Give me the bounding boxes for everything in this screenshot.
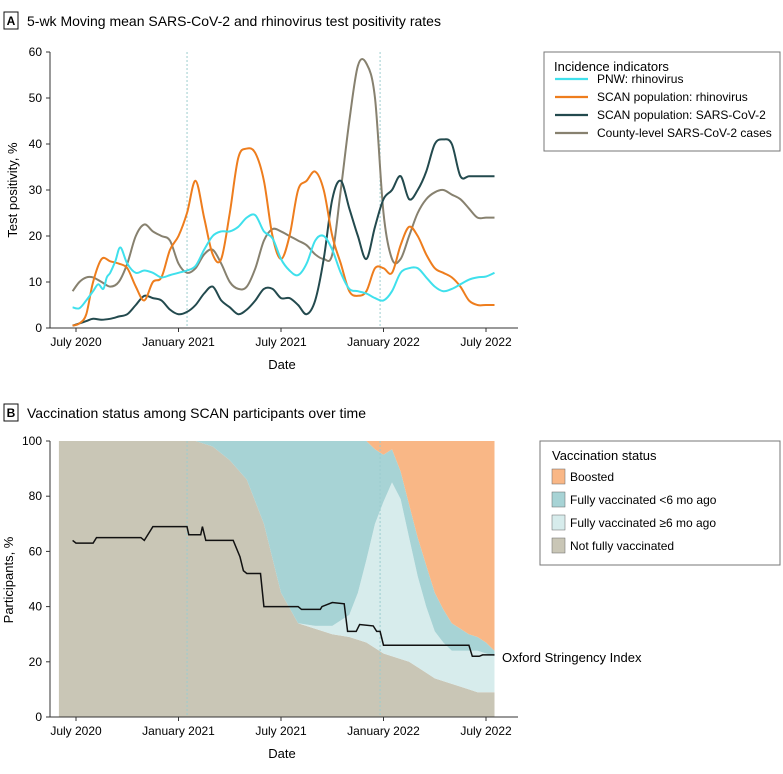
panel-b-x-axis: July 2020 January 2021 July 2021 January 20… bbox=[50, 716, 518, 738]
panel-a-legend: Incidence indicators PNW: rhinovirus SCAN… bbox=[543, 51, 781, 152]
panel-b-legend-label: Fully vaccinated ≥6 mo ago bbox=[570, 516, 716, 530]
panel-b-y-label: Participants, % bbox=[1, 536, 16, 623]
panel-b-x-tick-label: July 2021 bbox=[255, 724, 307, 738]
panel-b-reference-lines bbox=[186, 441, 381, 717]
panel-a-x-tick-label: January 2022 bbox=[347, 335, 420, 349]
panel-b-legend-swatch bbox=[551, 514, 566, 531]
panel-b-areas bbox=[58, 441, 495, 717]
panel-a-x-axis: July 2020 January 2021 July 2021 January 20… bbox=[50, 327, 518, 349]
panel-a-legend-label: PNW: rhinovirus bbox=[597, 72, 683, 86]
panel-a-y-axis: 0 10 20 30 40 50 60 bbox=[29, 45, 51, 335]
panel-a-series-line-1 bbox=[72, 213, 495, 310]
panel-a-label: A bbox=[7, 14, 16, 28]
panel-b-legend-label: Boosted bbox=[570, 470, 614, 484]
panel-b-legend-swatch bbox=[551, 468, 566, 485]
panel-a-legend-label: SCAN population: SARS-CoV-2 bbox=[597, 108, 766, 122]
panel-a-series bbox=[71, 58, 495, 327]
panel-a-y-tick-label: 50 bbox=[29, 91, 43, 105]
panel-a-title: 5-wk Moving mean SARS-CoV-2 and rhinovir… bbox=[27, 13, 441, 29]
panel-b-area-1 bbox=[58, 441, 495, 717]
panel-b-y-tick-label: 40 bbox=[29, 600, 43, 614]
panel-b-legend-swatch bbox=[551, 491, 566, 508]
panel-b-x-tick-label: July 2020 bbox=[50, 724, 102, 738]
panel-b-x-tick-label: January 2022 bbox=[347, 724, 420, 738]
panel-a-legend-label: SCAN population: rhinovirus bbox=[597, 90, 748, 104]
panel-b-label: B bbox=[7, 406, 16, 420]
panel-a-reference-lines bbox=[186, 52, 381, 328]
panel-b-legend-label: Fully vaccinated <6 mo ago bbox=[570, 493, 717, 507]
panel-a-y-tick-label: 60 bbox=[29, 45, 43, 59]
panel-a-y-tick-label: 0 bbox=[35, 321, 42, 335]
panel-a-x-tick-label: July 2022 bbox=[460, 335, 512, 349]
panel-b-legend-title: Vaccination status bbox=[552, 448, 657, 463]
panel-b-area-2 bbox=[58, 441, 495, 693]
panel-b-x-tick-label: January 2021 bbox=[142, 724, 215, 738]
panel-a-y-label: Test positivity, % bbox=[5, 142, 20, 238]
panel-a-x-tick-label: July 2021 bbox=[255, 335, 307, 349]
panel-a-y-tick-label: 30 bbox=[29, 183, 43, 197]
panel-b-y-tick-label: 0 bbox=[35, 710, 42, 724]
panel-a-series-line-3 bbox=[72, 138, 495, 327]
panel-a-label-box bbox=[3, 11, 19, 30]
panel-b-area-3 bbox=[58, 441, 495, 657]
panel-b-y-tick-label: 60 bbox=[29, 544, 43, 558]
panel-a-legend-title: Incidence indicators bbox=[554, 59, 669, 74]
panel-a-y-tick-label: 40 bbox=[29, 137, 43, 151]
panel-b-legend: Vaccination status Boosted Fully vaccinat… bbox=[539, 440, 781, 566]
panel-a-legend-box bbox=[543, 51, 781, 152]
panel-b-y-tick-label: 20 bbox=[29, 655, 43, 669]
panel-a-x-tick-label: January 2021 bbox=[142, 335, 215, 349]
stringency-line bbox=[72, 525, 495, 658]
panel-b-y-tick-label: 100 bbox=[22, 434, 42, 448]
panel-b-x-tick-label: July 2022 bbox=[460, 724, 512, 738]
panel-b-y-tick-label: 80 bbox=[29, 489, 43, 503]
panel-b-area-4 bbox=[58, 441, 495, 651]
panel-a-legend-label: County-level SARS-CoV-2 cases bbox=[597, 126, 772, 140]
panel-a-y-tick-label: 10 bbox=[29, 275, 43, 289]
panel-a-y-tick-label: 20 bbox=[29, 229, 43, 243]
panel-a-x-tick-label: July 2020 bbox=[50, 335, 102, 349]
panel-b-legend-label: Not fully vaccinated bbox=[570, 539, 674, 553]
panel-a-series-line-4 bbox=[71, 58, 495, 292]
stringency-label: Oxford Stringency Index bbox=[502, 650, 642, 665]
panel-b-legend-box bbox=[539, 440, 781, 566]
panel-b-x-label: Date bbox=[268, 746, 295, 761]
panel-b-stringency bbox=[72, 525, 495, 658]
panel-a-x-label: Date bbox=[268, 357, 295, 372]
panel-b-title: Vaccination status among SCAN participan… bbox=[27, 405, 366, 421]
panel-b-legend-swatch bbox=[551, 537, 566, 554]
panel-a: A 5-wk Moving mean SARS-CoV-2 and rhinov… bbox=[3, 11, 781, 372]
panel-b-label-box bbox=[3, 403, 19, 422]
panel-b: B Vaccination status among SCAN particip… bbox=[1, 403, 781, 761]
panel-b-y-axis: 0 20 40 60 80 100 bbox=[22, 434, 51, 724]
